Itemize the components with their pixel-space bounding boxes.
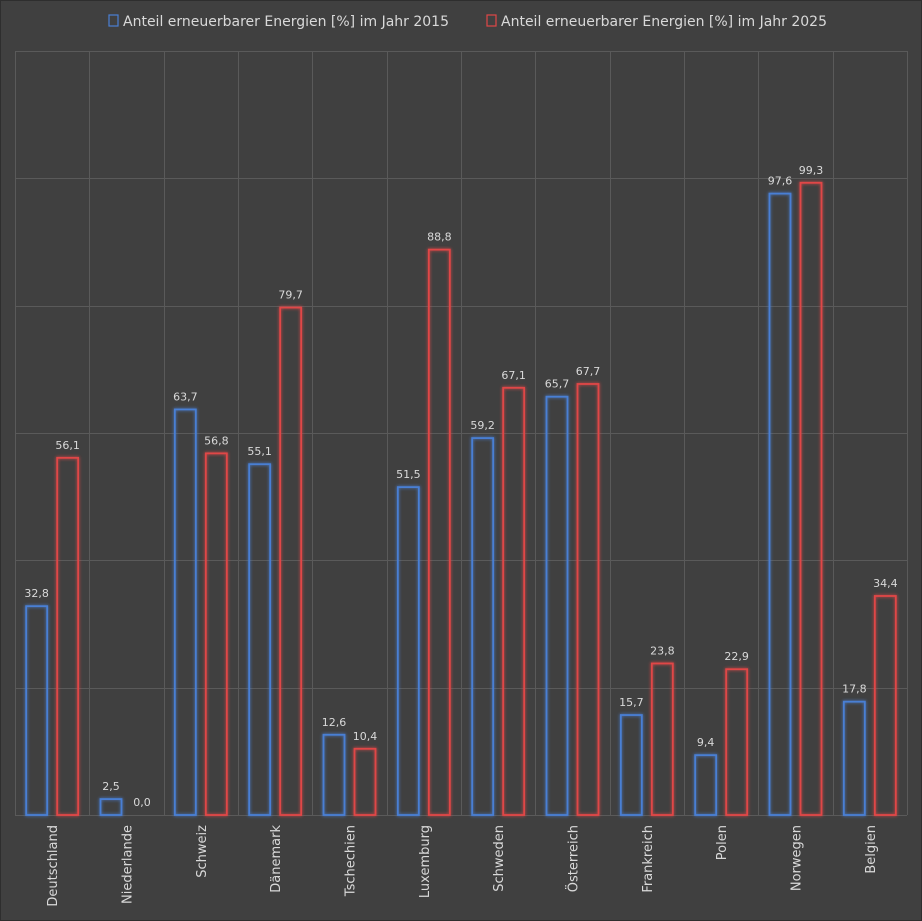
data-label-2015-7: 65,7 [545,378,570,391]
bar-2015-8 [619,714,643,816]
legend-label-2025: Anteil erneuerbarer Energien [%] im Jahr… [501,14,827,30]
bar-2025-3 [279,306,303,816]
data-label-2025-4: 10,4 [353,730,378,743]
data-label-2025-8: 23,8 [650,644,675,657]
legend-swatch-2015 [108,14,119,27]
legend-swatch-2025 [486,14,497,27]
bar-2025-4 [353,747,377,816]
bar-2025-7 [576,383,600,816]
bar-2015-6 [471,437,495,816]
category-label-3: Dänemark [269,825,284,893]
legend: Anteil erneuerbarer Energien [%] im Jahr… [108,14,827,30]
bar-2015-2 [173,408,197,816]
category-label-1: Niederlande [121,825,136,904]
data-label-2015-3: 55,1 [247,445,272,458]
data-label-2025-5: 88,8 [427,231,452,244]
data-label-2025-9: 22,9 [724,650,749,663]
data-label-2015-11: 17,8 [842,683,867,696]
bar-2015-3 [248,463,272,816]
bar-2015-1 [99,798,123,816]
data-label-2025-10: 99,3 [799,164,824,177]
data-label-2025-0: 56,1 [55,439,80,452]
bar-2025-0 [56,456,80,816]
data-label-2015-8: 15,7 [619,696,644,709]
category-label-9: Polen [715,825,730,860]
data-label-2025-2: 56,8 [204,434,229,447]
data-label-2015-1: 2,5 [102,780,120,793]
bar-2025-9 [725,668,749,816]
data-label-2025-3: 79,7 [278,289,303,302]
bar-2025-10 [799,181,823,816]
bar-2015-4 [322,733,346,816]
legend-label-2015: Anteil erneuerbarer Energien [%] im Jahr… [123,14,449,30]
grid [15,51,908,816]
data-label-2015-6: 59,2 [470,419,495,432]
data-label-2015-0: 32,8 [24,587,49,600]
category-label-2: Schweiz [195,825,210,878]
data-label-2015-2: 63,7 [173,390,198,403]
bar-2015-0 [25,605,49,816]
data-label-2025-11: 34,4 [873,577,898,590]
data-labels: 32,8 56,1 2,5 0,0 63,7 56,8 55,1 79,7 12,6 10,4 51… [24,164,897,809]
data-label-2015-4: 12,6 [322,716,347,729]
category-label-4: Tschechien [344,825,359,897]
category-label-0: Deutschland [46,825,61,907]
category-label-10: Norwegen [790,825,805,891]
bar-2015-10 [768,192,792,816]
data-label-2015-10: 97,6 [768,175,793,188]
bar-2015-11 [842,700,866,816]
category-label-7: Österreich [565,825,582,892]
data-label-2025-7: 67,7 [576,365,601,378]
bar-2015-9 [694,754,718,816]
data-label-2015-9: 9,4 [697,736,715,749]
bar-2025-8 [650,662,674,816]
bar-2015-7 [545,395,569,816]
bar-2025-6 [502,386,526,816]
category-labels: Deutschland Niederlande Schweiz Dänemark Tsc… [46,825,879,907]
data-label-2025-6: 67,1 [501,369,526,382]
bars [25,181,897,816]
category-label-11: Belgien [864,825,879,874]
category-label-5: Luxemburg [418,825,433,898]
bar-2025-2 [204,452,228,816]
category-label-8: Frankreich [641,825,656,893]
category-label-6: Schweden [492,825,507,892]
bar-2025-11 [873,595,897,816]
bar-2025-5 [427,248,451,816]
data-label-2015-5: 51,5 [396,468,421,481]
bar-2015-5 [396,486,420,816]
data-label-2025-1: 0,0 [133,796,151,809]
